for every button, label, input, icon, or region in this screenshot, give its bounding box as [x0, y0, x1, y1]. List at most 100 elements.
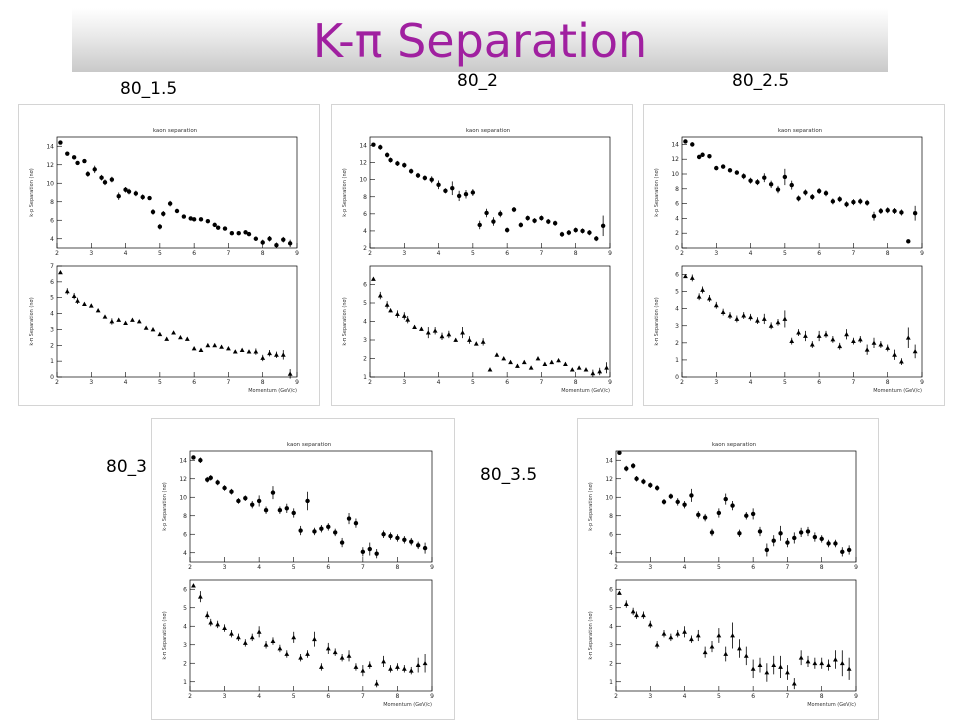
y-tick-label: 12	[46, 162, 54, 169]
data-point	[768, 323, 774, 328]
data-point	[374, 681, 380, 686]
x-tick-label: 5	[292, 564, 296, 571]
y-tick-label: 4	[183, 550, 187, 557]
y-tick-label: 5	[363, 300, 367, 307]
data-point	[191, 346, 197, 351]
data-point	[696, 294, 702, 299]
data-point	[864, 347, 870, 352]
data-point	[415, 173, 421, 178]
figure-80-2: kaon separation 2 3 4 5 6 7 8 9 2 4 6 8 10 12 14 k-p Sep…	[331, 104, 633, 406]
data-point	[778, 531, 783, 536]
y-tick-label: 3	[183, 642, 187, 649]
data-point	[287, 371, 293, 376]
x-tick-label: 4	[257, 693, 261, 700]
data-point	[147, 195, 152, 201]
data-point	[419, 326, 424, 331]
panel-label-80-1-5: 80_1.5	[120, 79, 178, 99]
x-tick-label: 8	[261, 250, 265, 257]
data-point	[229, 631, 234, 636]
data-point	[360, 668, 366, 673]
data-point	[178, 334, 183, 340]
x-tick-label: 7	[227, 379, 231, 386]
data-point	[844, 331, 849, 337]
x-tick-label: 3	[648, 693, 652, 700]
data-point	[798, 530, 804, 535]
data-point	[82, 301, 87, 306]
data-point	[82, 158, 87, 164]
plot-frame	[189, 450, 433, 563]
x-tick-label: 5	[783, 379, 787, 386]
data-point	[415, 662, 421, 668]
data-point	[157, 331, 163, 337]
data-point	[778, 664, 783, 669]
data-point	[402, 162, 407, 168]
data-point	[816, 333, 822, 338]
data-point	[750, 511, 756, 517]
data-point	[123, 187, 128, 192]
data-point	[858, 199, 863, 204]
data-point	[730, 503, 735, 508]
data-point	[184, 336, 190, 341]
x-tick-label: 2	[55, 379, 59, 386]
x-axis-label: Momentum (GeV/c)	[383, 702, 432, 708]
x-axis-label: Momentum (GeV/c)	[561, 388, 610, 394]
x-tick-label: 9	[295, 379, 299, 386]
y-tick-label: 10	[605, 494, 613, 501]
data-point	[734, 170, 740, 175]
data-point	[222, 226, 228, 231]
data-point	[771, 662, 777, 668]
y-tick-label: 14	[605, 457, 613, 464]
data-point	[714, 165, 719, 171]
data-point	[716, 510, 722, 516]
data-point	[857, 337, 863, 342]
x-tick-label: 6	[751, 564, 755, 571]
data-point	[528, 365, 534, 370]
data-point	[463, 192, 469, 197]
data-point	[229, 231, 235, 236]
data-point	[395, 535, 400, 541]
data-point	[477, 222, 482, 228]
x-tick-label: 4	[749, 379, 753, 386]
panel-label-80-3: 80_3	[106, 457, 147, 477]
y-tick-label: 10	[359, 177, 367, 184]
x-tick-label: 3	[89, 379, 93, 386]
data-point	[446, 332, 452, 337]
data-point	[899, 359, 904, 364]
data-point	[65, 151, 70, 156]
y-tick-label: 10	[46, 180, 54, 187]
data-point	[75, 298, 80, 303]
data-point	[205, 342, 211, 348]
data-point	[408, 168, 414, 174]
data-point	[840, 549, 845, 555]
x-tick-label: 2	[614, 564, 618, 571]
data-point	[277, 646, 283, 651]
data-point	[764, 547, 770, 553]
x-tick-label: 6	[326, 564, 330, 571]
x-tick-label: 3	[402, 379, 406, 386]
data-point	[436, 182, 441, 188]
data-point	[287, 241, 293, 246]
x-tick-label: 7	[361, 564, 365, 571]
data-point	[552, 221, 558, 226]
data-point	[346, 653, 352, 658]
y-tick-label: 6	[50, 279, 54, 286]
x-tick-label: 6	[192, 250, 196, 257]
data-point	[326, 524, 331, 530]
data-point	[408, 668, 414, 673]
x-tick-label: 6	[192, 379, 196, 386]
data-point	[682, 629, 687, 634]
data-point	[597, 369, 603, 374]
y-axis-label: k-p Separation (nσ)	[588, 482, 594, 531]
data-point	[782, 174, 788, 180]
data-point	[791, 681, 797, 686]
data-point	[744, 513, 749, 518]
data-point	[246, 349, 252, 354]
chart-title: kaon separation	[778, 128, 823, 134]
x-tick-label: 4	[124, 250, 128, 257]
data-point	[690, 142, 695, 147]
x-axis-label: Momentum (GeV/c)	[807, 702, 856, 708]
data-point	[236, 498, 241, 504]
data-point	[102, 314, 108, 319]
data-point	[700, 152, 705, 157]
